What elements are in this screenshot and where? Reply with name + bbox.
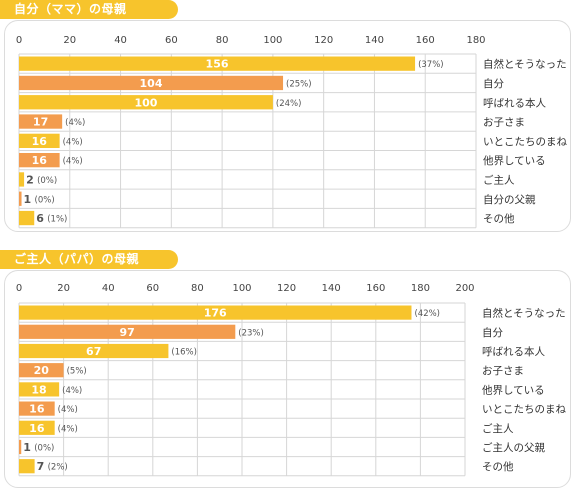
bar-percent-label: (0%) — [37, 176, 57, 186]
bar-value-label: 16 — [32, 135, 48, 148]
bar — [19, 343, 169, 359]
bar-value-label: 6 — [36, 212, 44, 225]
bar-percent-label: (4%) — [65, 118, 85, 128]
bar-value-label: 67 — [86, 345, 101, 358]
category-label: 他界している — [483, 154, 546, 167]
bar-value-label: 16 — [29, 403, 45, 416]
x-tick-label: 120 — [314, 35, 333, 46]
bar-percent-label: (42%) — [414, 309, 440, 319]
category-label: その他 — [483, 212, 515, 225]
bar-percent-label: (4%) — [58, 424, 78, 434]
bar — [19, 95, 273, 110]
x-tick-label: 60 — [165, 35, 178, 46]
x-tick-label: 80 — [216, 35, 229, 46]
chart-section-papa: ご主人（パパ）の母親 0 20 40 60 80 100 120 140 160 180 200 17… — [0, 250, 573, 491]
x-tick-label: 200 — [455, 283, 474, 294]
x-tick-label: 0 — [16, 283, 22, 294]
category-label: 自然とそうなった — [483, 58, 567, 71]
bar — [19, 210, 35, 226]
category-label: いとこたちのまね — [482, 404, 566, 416]
bar — [19, 439, 22, 455]
bar-value-label: 176 — [204, 307, 227, 320]
bar — [19, 191, 22, 206]
bar-value-label: 1 — [24, 193, 32, 206]
bar-percent-label: (16%) — [171, 348, 197, 358]
bar-value-label: 18 — [31, 383, 46, 396]
category-label: その他 — [482, 460, 514, 473]
x-tick-label: 0 — [16, 35, 22, 46]
x-tick-label: 120 — [277, 283, 296, 294]
bar-value-label: 7 — [37, 460, 45, 473]
category-label: 自分の父親 — [483, 193, 536, 206]
x-tick-label: 180 — [466, 35, 485, 46]
bar-percent-label: (5%) — [67, 367, 87, 377]
bar — [19, 459, 35, 474]
x-tick-label: 100 — [232, 283, 251, 294]
x-tick-label: 20 — [63, 35, 76, 46]
bar-percent-label: (0%) — [35, 195, 55, 205]
x-tick-label: 140 — [365, 35, 384, 46]
bar-value-label: 20 — [34, 364, 50, 377]
category-label: 他界している — [482, 383, 545, 396]
bar — [19, 172, 25, 187]
category-label: お子さま — [482, 365, 524, 377]
bar — [19, 363, 64, 378]
bar-percent-label: (4%) — [58, 405, 78, 415]
category-label: 呼ばれる本人 — [482, 345, 545, 358]
bar-value-label: 16 — [29, 422, 45, 435]
bar-value-label: 100 — [134, 96, 157, 109]
bar — [19, 75, 284, 91]
x-tick-label: 100 — [263, 35, 282, 46]
bar-value-label: 17 — [33, 116, 48, 129]
category-label: 自分 — [483, 77, 504, 90]
bar — [19, 153, 60, 168]
x-tick-label: 180 — [411, 283, 430, 294]
bar-percent-label: (0%) — [34, 444, 54, 454]
x-tick-label: 80 — [191, 283, 204, 294]
x-tick-label: 40 — [114, 35, 127, 46]
category-label: お子さま — [483, 117, 525, 129]
bar — [19, 382, 60, 397]
bar-value-label: 2 — [26, 173, 34, 186]
bar-percent-label: (4%) — [62, 386, 82, 396]
bar — [19, 133, 60, 148]
bar — [19, 305, 412, 320]
chart-title: 自分（ママ）の母親 — [0, 0, 178, 19]
x-tick-label: 160 — [416, 35, 435, 46]
category-label: いとこたちのまね — [483, 136, 567, 148]
bar-percent-label: (25%) — [286, 79, 312, 89]
category-label: 自然とそうなった — [482, 307, 566, 320]
x-tick-label: 160 — [366, 283, 385, 294]
bar — [19, 56, 416, 71]
category-label: ご主人 — [483, 173, 515, 186]
chart-section-mama: 自分（ママ）の母親 0 20 40 60 80 100 120 140 160 180 156 (37… — [0, 0, 573, 240]
bar-percent-label: (37%) — [418, 60, 444, 70]
x-tick-label: 20 — [57, 283, 70, 294]
category-label: 呼ばれる本人 — [483, 96, 546, 109]
bar-percent-label: (24%) — [276, 99, 302, 109]
bar-value-label: 104 — [140, 77, 163, 90]
bar-value-label: 97 — [119, 326, 134, 339]
category-label: 自分 — [482, 326, 503, 339]
bar-percent-label: (2%) — [48, 463, 68, 473]
bar — [19, 420, 55, 435]
bar — [19, 324, 236, 339]
x-tick-label: 140 — [322, 283, 341, 294]
chart-title: ご主人（パパ）の母親 — [0, 250, 178, 269]
x-tick-label: 40 — [102, 283, 115, 294]
bar-percent-label: (1%) — [47, 215, 67, 225]
bar-value-label: 1 — [23, 441, 31, 454]
bar-percent-label: (4%) — [63, 137, 83, 147]
x-tick-label: 60 — [146, 283, 159, 294]
bar — [19, 114, 63, 129]
bar-percent-label: (4%) — [63, 157, 83, 167]
bar-value-label: 16 — [32, 154, 48, 167]
bar — [19, 401, 55, 416]
bar-percent-label: (23%) — [238, 328, 264, 338]
bar-chart-mama: 0 20 40 60 80 100 120 140 160 180 156 (37%) 自然とそうなった… — [16, 35, 567, 229]
category-label: ご主人の父親 — [482, 441, 545, 454]
bar-value-label: 156 — [206, 58, 229, 71]
category-label: ご主人 — [482, 422, 514, 435]
